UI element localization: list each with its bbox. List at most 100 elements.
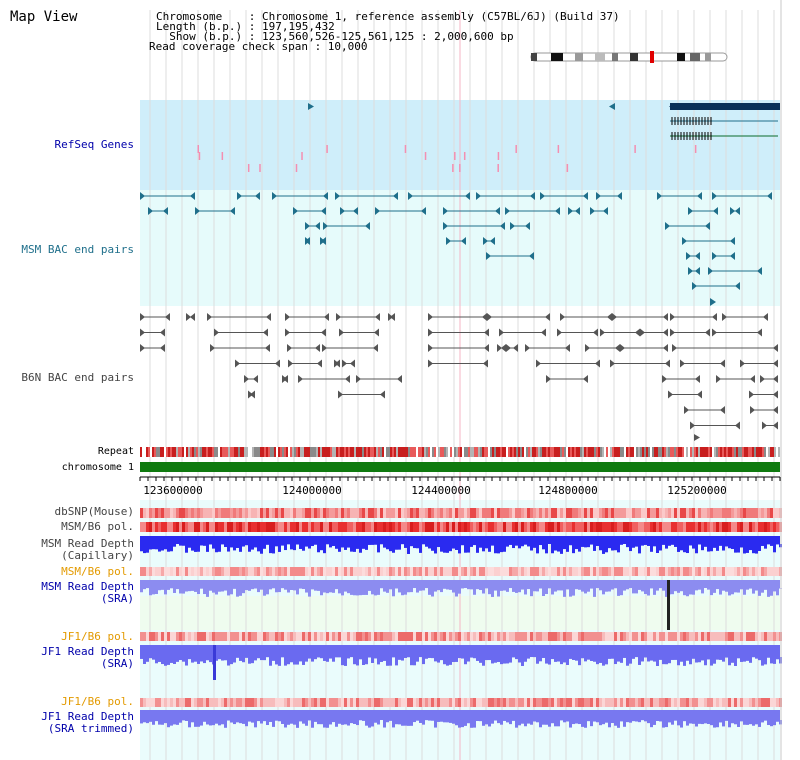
- heat-cell: [386, 508, 389, 518]
- repeat-band: [648, 447, 650, 457]
- heat-cell: [710, 567, 713, 576]
- depth-bar: [659, 544, 662, 551]
- heat-cell: [713, 698, 716, 707]
- heat-cell: [176, 698, 179, 707]
- heat-cell: [416, 632, 419, 641]
- depth-bar: [443, 544, 446, 553]
- track-label-msm-bac[interactable]: MSM BAC end pairs: [21, 243, 134, 256]
- repeat-band: [204, 447, 206, 457]
- repeat-band: [434, 447, 436, 457]
- depth-bar: [311, 720, 314, 728]
- heat-cell: [626, 632, 629, 641]
- heat-cell: [161, 508, 164, 518]
- heat-cell: [140, 522, 143, 532]
- heat-cell: [647, 632, 650, 641]
- bac-end-arrow: [615, 344, 620, 352]
- heat-cell: [272, 522, 275, 532]
- heat-cell: [491, 632, 494, 641]
- depth-bar: [272, 544, 275, 554]
- heat-cell: [287, 632, 290, 641]
- depth-bar: [377, 720, 380, 725]
- heat-cell: [554, 567, 557, 576]
- heat-cell: [140, 698, 143, 707]
- depth-bar: [542, 544, 545, 550]
- track-label-refseq-genes[interactable]: RefSeq Genes: [54, 138, 134, 151]
- heat-cell: [767, 698, 770, 707]
- heat-cell: [776, 632, 779, 641]
- heat-cell: [260, 632, 263, 641]
- repeat-band: [256, 447, 258, 457]
- bac-end-arrow: [565, 344, 570, 352]
- heat-cell: [203, 508, 206, 518]
- heat-cell: [698, 632, 701, 641]
- depth-bar: [260, 588, 263, 590]
- track-label-b6n-bac[interactable]: B6N BAC end pairs: [21, 371, 134, 384]
- depth-bar: [233, 657, 236, 663]
- heat-cell: [446, 522, 449, 532]
- heat-cell: [605, 508, 608, 518]
- heat-cell: [431, 522, 434, 532]
- heat-cell: [662, 522, 665, 532]
- heat-cell: [761, 698, 764, 707]
- heat-cell: [404, 522, 407, 532]
- depth-bar: [200, 544, 203, 546]
- heat-cell: [695, 632, 698, 641]
- depth-bar: [704, 657, 707, 666]
- repeat-band: [484, 447, 486, 457]
- heat-cell: [146, 698, 149, 707]
- heat-cell: [182, 522, 185, 532]
- heat-cell: [248, 632, 251, 641]
- heat-cell: [269, 522, 272, 532]
- heat-cell: [560, 632, 563, 641]
- heat-cell: [287, 522, 290, 532]
- bac-end-arrow: [690, 421, 695, 430]
- heat-cell: [341, 632, 344, 641]
- bac-end-arrow: [266, 313, 271, 321]
- heat-cell: [470, 508, 473, 518]
- depth-bar: [461, 720, 464, 728]
- heat-cell: [311, 522, 314, 532]
- depth-bar: [653, 657, 656, 662]
- heat-cell: [428, 508, 431, 518]
- depth-bar: [719, 720, 722, 723]
- depth-bar: [221, 720, 224, 725]
- heat-cell: [191, 632, 194, 641]
- heat-cell: [353, 522, 356, 532]
- depth-bar: [269, 657, 272, 666]
- depth-bar: [524, 720, 527, 727]
- depth-bar: [200, 657, 203, 662]
- depth-bar: [173, 720, 176, 725]
- heat-cell: [746, 698, 749, 707]
- repeat-band: [252, 447, 254, 457]
- depth-bar: [689, 720, 692, 724]
- bac-end-arrow: [773, 406, 778, 414]
- track-label-chromosome: chromosome 1: [61, 462, 134, 473]
- depth-bar: [521, 657, 524, 666]
- depth-bar: [443, 720, 446, 723]
- heat-cell: [452, 698, 455, 707]
- depth-bar: [329, 544, 332, 548]
- heat-cell: [608, 567, 611, 576]
- heat-cell: [272, 698, 275, 707]
- heat-cell: [692, 508, 695, 518]
- heat-cell: [209, 567, 212, 576]
- depth-bar: [584, 588, 587, 594]
- depth-bar: [161, 657, 164, 665]
- heat-cell: [668, 698, 671, 707]
- heat-cell: [776, 567, 779, 576]
- depth-bar: [290, 720, 293, 724]
- depth-bar: [458, 544, 461, 554]
- heat-cell: [512, 567, 515, 576]
- heat-cell: [242, 632, 245, 641]
- depth-bar: [167, 544, 170, 552]
- heat-cell: [728, 508, 731, 518]
- depth-bar: [716, 720, 719, 728]
- heat-cell: [356, 508, 359, 518]
- depth-bar: [353, 720, 356, 724]
- depth-bar: [272, 720, 275, 727]
- heat-cell: [422, 567, 425, 576]
- depth-bar: [188, 544, 191, 548]
- heat-cell: [515, 698, 518, 707]
- repeat-band: [612, 447, 614, 457]
